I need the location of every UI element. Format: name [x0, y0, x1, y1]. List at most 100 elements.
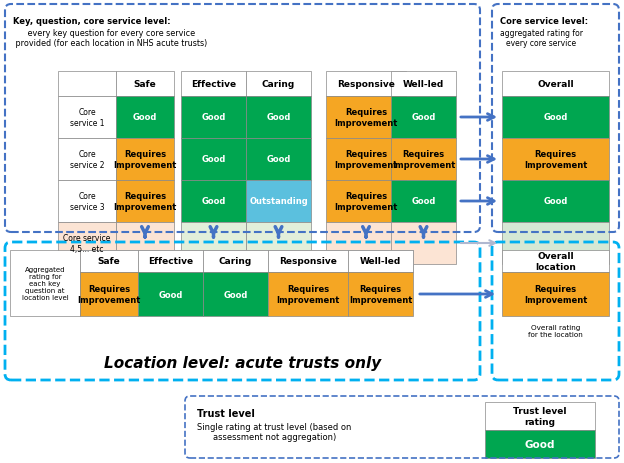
Bar [502, 272, 609, 316]
Text: Good: Good [223, 290, 248, 299]
Text: Responsive: Responsive [279, 257, 337, 266]
Text: Responsive: Responsive [337, 80, 395, 89]
Text: Requires
Improvement: Requires Improvement [524, 285, 587, 304]
Bar [58, 223, 116, 264]
Bar [485, 430, 595, 458]
Text: Good: Good [266, 113, 291, 122]
Bar [10, 250, 80, 316]
Text: Requires
Improvement: Requires Improvement [524, 150, 587, 169]
Bar [138, 272, 203, 316]
Bar [502, 250, 609, 272]
Bar [80, 272, 138, 316]
Bar [181, 97, 246, 139]
Text: Requires
Improvement: Requires Improvement [114, 150, 177, 169]
Text: Well-led: Well-led [403, 80, 444, 89]
Text: Good: Good [411, 113, 436, 122]
Bar [58, 139, 116, 181]
Text: Good: Good [266, 155, 291, 164]
Text: Requires
Improvement: Requires Improvement [334, 108, 397, 127]
Bar [58, 72, 116, 97]
Text: Good: Good [202, 197, 226, 206]
Bar [116, 97, 174, 139]
Text: Good: Good [202, 155, 226, 164]
Bar [268, 250, 348, 272]
Bar [181, 72, 246, 97]
Bar [502, 97, 609, 139]
Bar [181, 223, 246, 264]
Text: Caring: Caring [219, 257, 252, 266]
Bar [246, 181, 311, 223]
Bar [391, 223, 456, 264]
Text: Good: Good [525, 439, 555, 449]
Text: Good: Good [544, 197, 568, 206]
Text: Requires
Improvement: Requires Improvement [392, 150, 455, 169]
Text: Safe: Safe [134, 80, 157, 89]
Text: Core
service 2: Core service 2 [70, 150, 104, 169]
Text: Single rating at trust level (based on
assessment not aggregation): Single rating at trust level (based on a… [197, 422, 351, 441]
Bar [326, 139, 406, 181]
Text: Requires
Improvement: Requires Improvement [349, 285, 412, 304]
Bar [391, 72, 456, 97]
Text: Effective: Effective [191, 80, 236, 89]
Text: Overall rating
for the location: Overall rating for the location [528, 324, 583, 337]
Text: Requires
Improvement: Requires Improvement [276, 285, 339, 304]
Text: Requires
Improvement: Requires Improvement [77, 285, 140, 304]
Text: Good: Good [133, 113, 157, 122]
Bar [326, 72, 406, 97]
Bar [246, 223, 311, 264]
Bar [116, 181, 174, 223]
Text: Overall: Overall [537, 80, 574, 89]
Text: Key, question, core service level:: Key, question, core service level: [13, 17, 170, 26]
Bar [391, 139, 456, 181]
Bar [116, 223, 174, 264]
Bar [326, 97, 406, 139]
Bar [502, 223, 609, 264]
Text: Overall
location: Overall location [535, 252, 576, 271]
Text: Location level: acute trusts only: Location level: acute trusts only [104, 355, 381, 370]
Bar [502, 72, 609, 97]
Text: Good: Good [158, 290, 183, 299]
Bar [116, 72, 174, 97]
Bar [181, 139, 246, 181]
Bar [138, 250, 203, 272]
Text: every key question for every core service
 provided (for each location in NHS ac: every key question for every core servic… [13, 29, 207, 48]
Bar [348, 272, 413, 316]
Bar [348, 250, 413, 272]
Text: Well-led: Well-led [360, 257, 401, 266]
Text: Core service level:: Core service level: [500, 17, 588, 26]
Bar [80, 250, 413, 272]
Text: Good: Good [411, 197, 436, 206]
Bar [203, 250, 268, 272]
Text: Aggregated
rating for
each key
question at
location level: Aggregated rating for each key question … [22, 266, 69, 300]
Bar [203, 272, 268, 316]
Bar [58, 97, 116, 139]
Text: Core service
4,5... etc: Core service 4,5... etc [63, 234, 110, 253]
Text: Trust level: Trust level [197, 408, 255, 418]
Bar [58, 181, 116, 223]
Bar [80, 250, 138, 272]
Bar [326, 223, 406, 264]
Bar [326, 181, 406, 223]
Bar [246, 72, 311, 97]
Bar [502, 181, 609, 223]
Text: Safe: Safe [97, 257, 120, 266]
Text: Requires
Improvement: Requires Improvement [114, 192, 177, 211]
Text: Requires
Improvement: Requires Improvement [334, 150, 397, 169]
Text: Good: Good [202, 113, 226, 122]
Bar [246, 97, 311, 139]
Text: Requires
Improvement: Requires Improvement [334, 192, 397, 211]
Bar [116, 139, 174, 181]
Bar [502, 139, 609, 181]
Text: aggregated rating for
every core service: aggregated rating for every core service [500, 29, 583, 48]
Bar [391, 97, 456, 139]
Text: Good: Good [544, 113, 568, 122]
Bar [246, 139, 311, 181]
Text: Caring: Caring [262, 80, 295, 89]
Text: Core
service 1: Core service 1 [70, 108, 104, 127]
Text: Outstanding: Outstanding [249, 197, 308, 206]
Bar [181, 181, 246, 223]
Bar [485, 402, 595, 430]
Bar [391, 181, 456, 223]
Bar [268, 272, 348, 316]
Text: Trust level
rating: Trust level rating [514, 407, 567, 426]
